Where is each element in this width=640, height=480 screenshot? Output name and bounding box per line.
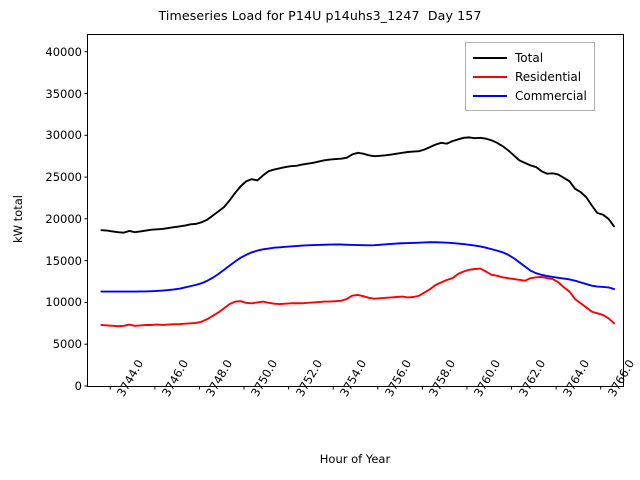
y-tick-label: 0 xyxy=(74,379,82,393)
x-axis-ticks xyxy=(109,386,602,390)
legend-label: Residential xyxy=(515,69,582,84)
legend-item-residential[interactable]: Residential xyxy=(473,67,587,86)
chart-legend: Total Residential Commercial xyxy=(465,42,595,111)
chart-title: Timeseries Load for P14U p14uhs3_1247 Da… xyxy=(158,8,482,23)
y-tick-label: 30000 xyxy=(45,128,82,143)
series-line-residential xyxy=(100,267,616,328)
series-line-total xyxy=(100,136,616,234)
y-tick-label: 15000 xyxy=(45,253,82,268)
x-axis-label: Hour of Year xyxy=(319,452,391,466)
y-axis-label: kW total xyxy=(11,195,25,243)
data-series-group xyxy=(100,136,616,328)
y-tick-label: 10000 xyxy=(45,295,82,310)
y-tick-label: 35000 xyxy=(45,86,82,101)
y-tick-label: 25000 xyxy=(45,170,82,185)
legend-item-commercial[interactable]: Commercial xyxy=(473,86,587,105)
series-line-commercial xyxy=(100,241,616,293)
legend-swatch-icon xyxy=(473,94,507,97)
y-tick-label: 5000 xyxy=(52,337,82,352)
legend-label: Commercial xyxy=(515,88,587,103)
legend-item-total[interactable]: Total xyxy=(473,48,587,67)
y-tick-label: 20000 xyxy=(45,211,82,226)
legend-swatch-icon xyxy=(473,75,507,78)
legend-swatch-icon xyxy=(473,56,507,59)
legend-label: Total xyxy=(515,50,544,65)
y-axis-ticks xyxy=(84,51,88,387)
y-tick-label: 40000 xyxy=(45,44,82,59)
